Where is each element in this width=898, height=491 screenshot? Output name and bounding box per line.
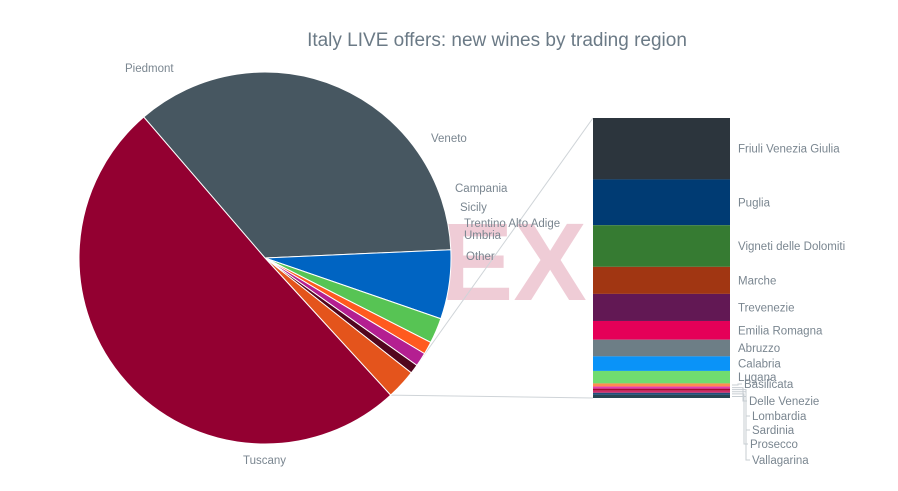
slice-label-sicily: Sicily [460, 202, 487, 214]
bar-label-lombardia: Lombardia [752, 411, 807, 423]
bar-segment-trevenezie [593, 293, 730, 321]
chart-title: Italy LIVE offers: new wines by trading … [307, 30, 687, 51]
connector-lines [390, 117, 594, 399]
other-breakdown-labels: Friuli Venezia Giulia Puglia Vigneti delle… [732, 144, 845, 467]
bar-label-abruzzo: Abruzzo [738, 343, 780, 355]
bar-segment-puglia [593, 179, 730, 226]
bar-label-friuli-venezia-giulia: Friuli Venezia Giulia [738, 144, 840, 156]
bar-segment-vigneti-delle-dolomiti [593, 225, 730, 267]
bar-label-emilia-romagna: Emilia Romagna [738, 325, 823, 337]
bar-segment-lombardia [593, 388, 730, 391]
bar-label-sardinia: Sardinia [752, 425, 795, 437]
connector-line-bottom [390, 394, 594, 399]
slice-label-veneto: Veneto [431, 133, 467, 145]
bar-segment-marche [593, 266, 730, 294]
watermark-text: EX [440, 201, 587, 324]
bar-segment-sardinia [593, 390, 730, 393]
bar-segment-abruzzo [593, 339, 730, 357]
bar-label-marche: Marche [738, 275, 776, 287]
slice-label-other: Other [466, 251, 495, 263]
bar-segment-basilicata [593, 383, 730, 387]
slice-label-trentino-alto-adige: Trentino Alto Adige [464, 218, 560, 230]
bar-label-vigneti-delle-dolomiti: Vigneti delle Dolomiti [738, 241, 845, 253]
bar-label-delle-venezie: Delle Venezie [749, 396, 819, 408]
pie-slice-tuscany [78, 116, 392, 445]
bar-label-puglia: Puglia [738, 197, 771, 209]
bar-segment-lugana [593, 370, 730, 384]
other-breakdown-bar [593, 118, 730, 398]
bar-label-prosecco: Prosecco [750, 439, 798, 451]
bar-label-lugana: Lugana [738, 372, 777, 384]
bar-label-vallagarina: Vallagarina [752, 455, 809, 467]
slice-label-umbria: Umbria [464, 230, 502, 242]
bar-label-calabria: Calabria [738, 359, 781, 371]
bar-segment-friuli-venezia-giulia [593, 118, 730, 180]
bar-segment-vallagarina [593, 394, 730, 398]
leader-line-basilicata [732, 383, 742, 386]
pie-slice-labels: Piedmont Veneto Campania Sicily Trentino Alt… [125, 63, 560, 467]
pie-slices [78, 71, 452, 445]
slice-label-campania: Campania [455, 183, 508, 195]
pie-slice-piedmont [143, 71, 452, 259]
bar-segment-emilia-romagna [593, 320, 730, 340]
bar-segment-prosecco [593, 392, 730, 395]
slice-label-piedmont: Piedmont [125, 63, 174, 75]
slice-label-tuscany: Tuscany [243, 455, 286, 467]
bar-label-trevenezie: Trevenezie [738, 302, 794, 314]
connector-line-top [410, 117, 594, 374]
leader-line-sardinia [732, 391, 750, 431]
leader-line-vallagarina [732, 395, 750, 461]
bar-label-basilicata: Basilicata [744, 379, 794, 391]
bar-segment-calabria [593, 356, 730, 371]
bar-segment-delle-venezie [593, 386, 730, 389]
watermark-layer: EX [440, 201, 587, 324]
